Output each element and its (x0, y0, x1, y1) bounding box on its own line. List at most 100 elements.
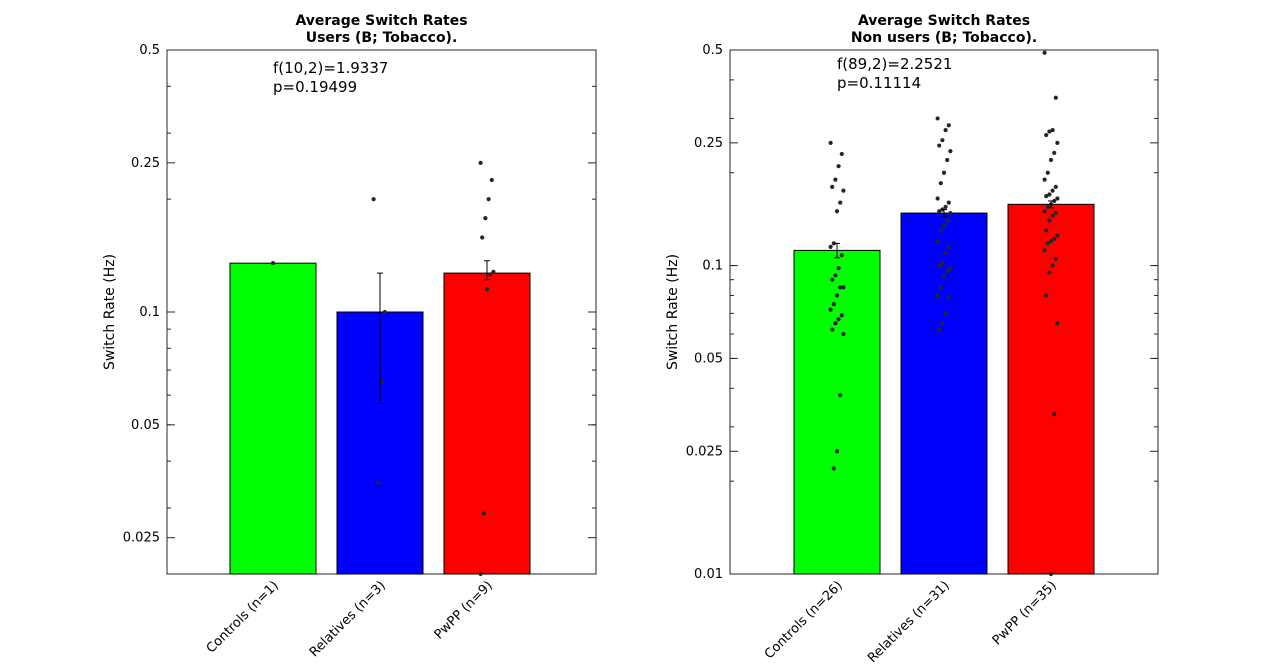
data-point (943, 250, 948, 255)
data-point (1047, 270, 1052, 275)
data-point (828, 140, 833, 145)
error-bar-2 (941, 208, 947, 218)
data-point (1052, 150, 1057, 155)
data-point (948, 210, 953, 216)
data-point (841, 285, 846, 290)
error-bar-2 (377, 272, 383, 405)
data-point (1044, 132, 1049, 138)
data-point (946, 123, 951, 128)
data-point (935, 116, 940, 121)
y-tick-label: 0.025 (123, 531, 160, 546)
data-point (483, 216, 488, 221)
data-point (941, 274, 947, 279)
y-tick-label: 0.5 (139, 43, 160, 58)
data-point (831, 466, 836, 471)
data-point (1044, 293, 1049, 298)
chart-title: Average Switch Rates (295, 13, 467, 29)
data-point (833, 273, 838, 278)
data-point (948, 149, 953, 154)
data-point (935, 293, 940, 298)
data-point (838, 285, 843, 290)
chart-subtitle: Users (B; Tobacco). (306, 30, 458, 46)
data-point (486, 197, 491, 202)
data-point (831, 241, 836, 246)
data-point (834, 293, 840, 298)
data-point (1050, 127, 1055, 133)
chart-panel-2: 0.01 0.025 0.05 0.1 0.25 0.5 Controls (n=26) Re… (665, 13, 1159, 666)
data-point (830, 184, 835, 189)
data-point (830, 327, 835, 332)
error-bar-3 (484, 260, 490, 281)
data-point (841, 331, 846, 337)
data-point (1042, 50, 1047, 55)
data-point (946, 200, 951, 205)
y-tick-label: 0.1 (702, 259, 723, 274)
data-point (478, 160, 483, 165)
chart-panel-1: 0.025 0.05 0.1 0.25 0.5 Controls (n=1) Relativ… (102, 13, 597, 660)
data-point (945, 268, 950, 274)
points-group-3 (1042, 50, 1060, 577)
data-point (481, 511, 486, 516)
x-tick-label: Controls (n=1) (204, 578, 282, 656)
data-point (1052, 411, 1057, 417)
data-point (1044, 228, 1049, 233)
data-point (935, 239, 940, 244)
y-tick-label: 0.05 (694, 351, 723, 366)
bar-3 (443, 272, 531, 575)
data-point (946, 244, 951, 249)
data-point (1053, 95, 1058, 100)
data-point (940, 138, 945, 143)
data-point (836, 164, 841, 169)
data-point (1047, 129, 1052, 134)
chart-subtitle: Non users (B; Tobacco). (851, 30, 1037, 46)
y-axis-label: Switch Rate (Hz) (665, 254, 681, 370)
stats-annotation: p=0.11114 (837, 74, 921, 92)
data-point (1055, 233, 1060, 238)
data-point (1048, 571, 1054, 577)
data-point (1048, 157, 1054, 163)
data-point (489, 177, 494, 183)
x-tick-label: Relatives (n=3) (307, 578, 389, 660)
bar-3 (1007, 203, 1095, 575)
data-point (1053, 184, 1058, 189)
data-point (941, 170, 947, 175)
data-point (838, 393, 843, 398)
stats-annotation: f(89,2)=2.2521 (837, 55, 952, 73)
data-point (1052, 198, 1057, 204)
x-tick-label: PwPP (n=35) (990, 578, 1060, 648)
bar-2 (900, 212, 988, 575)
data-point (839, 313, 844, 318)
data-point (937, 143, 942, 148)
data-point (938, 181, 943, 186)
points-group-1 (270, 261, 276, 266)
data-point (945, 218, 950, 223)
data-point (841, 188, 846, 193)
y-tick-label: 0.25 (131, 156, 160, 171)
data-point (1048, 239, 1054, 244)
stats-annotation: p=0.19499 (273, 78, 357, 96)
data-point (937, 209, 942, 214)
data-point (838, 200, 843, 205)
data-point (941, 223, 947, 228)
data-point (1055, 321, 1060, 326)
data-point (1042, 177, 1047, 182)
y-tick-label: 0.25 (694, 136, 723, 151)
data-point (1050, 213, 1055, 218)
data-point (1052, 236, 1057, 242)
chart-title: Average Switch Rates (858, 13, 1030, 29)
data-point (833, 177, 838, 182)
data-point (1045, 241, 1050, 246)
data-point (833, 321, 838, 326)
data-point (828, 244, 833, 249)
error-bar-3 (1048, 200, 1054, 209)
data-point (379, 380, 384, 385)
x-tick-label: Controls (n=26) (762, 578, 846, 662)
data-point (839, 151, 844, 157)
y-tick-label: 0.1 (139, 305, 160, 320)
data-point (1042, 209, 1047, 214)
data-point (831, 302, 836, 307)
data-point (836, 317, 841, 322)
y-axis-label: Switch Rate (Hz) (102, 254, 118, 370)
data-point (491, 269, 496, 274)
data-point (1055, 196, 1060, 201)
